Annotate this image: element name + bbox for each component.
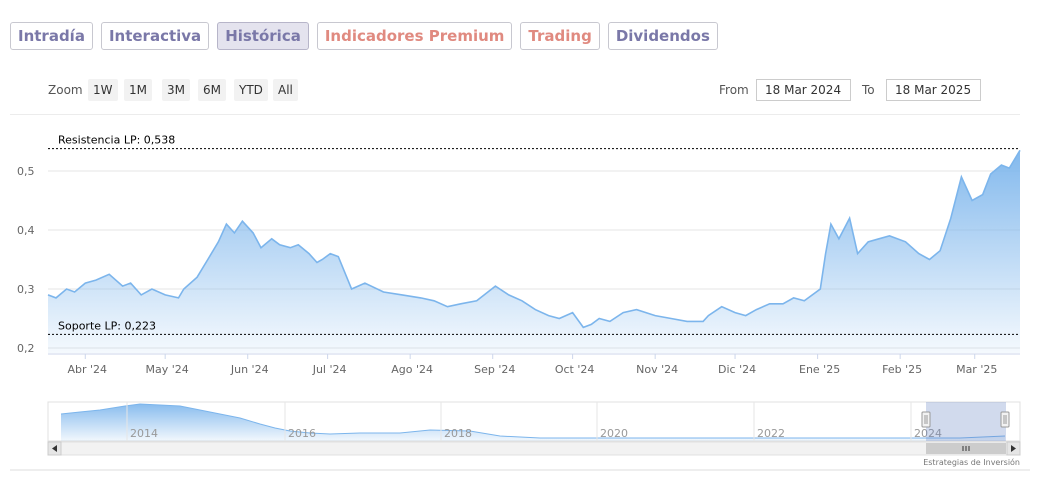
- x-tick-label: Ene '25: [799, 363, 840, 376]
- x-tick-label: Mar '25: [956, 363, 997, 376]
- navigator-right-handle[interactable]: [1000, 411, 1010, 428]
- scrollbar-grip-icon: [962, 446, 970, 451]
- scrollbar-track: [47, 441, 1021, 456]
- arrow-left-icon: [52, 445, 57, 452]
- x-tick-label: Sep '24: [474, 363, 515, 376]
- x-tick-label: Jul '24: [312, 363, 347, 376]
- zoom-6m-button[interactable]: 6M: [198, 79, 226, 101]
- tab-indicadores-premium[interactable]: Indicadores Premium: [316, 22, 513, 50]
- resistance-label: Resistencia LP: 0,538: [58, 134, 175, 147]
- y-tick-label: 0,5: [17, 165, 35, 178]
- tab-intrad-a[interactable]: Intradía: [10, 22, 93, 50]
- navigator-year-label: 2016: [288, 427, 316, 440]
- navigator-year-label: 2014: [130, 427, 158, 440]
- y-tick-label: 0,3: [17, 283, 35, 296]
- navigator-year-label: 2020: [600, 427, 628, 440]
- navigator-left-handle[interactable]: [921, 411, 931, 428]
- tab-trading[interactable]: Trading: [520, 22, 600, 50]
- tab-dividendos[interactable]: Dividendos: [607, 22, 718, 50]
- arrow-right-icon: [1011, 445, 1016, 452]
- to-label: To: [862, 83, 875, 97]
- x-tick-label: Oct '24: [555, 363, 595, 376]
- toolbar-divider: [10, 114, 1020, 115]
- x-tick-label: Abr '24: [68, 363, 108, 376]
- x-tick-label: Dic '24: [718, 363, 756, 376]
- from-label: From: [719, 83, 749, 97]
- navigator-selection: [926, 402, 1006, 441]
- zoom-1m-button[interactable]: 1M: [124, 79, 152, 101]
- from-date-input[interactable]: [756, 79, 851, 101]
- y-tick-label: 0,2: [17, 342, 35, 355]
- tab-hist-rica[interactable]: Histórica: [217, 22, 309, 50]
- x-tick-label: May '24: [146, 363, 189, 376]
- to-date-input[interactable]: [886, 79, 981, 101]
- navigator-line: [60, 403, 1006, 439]
- zoom-3m-button[interactable]: 3M: [162, 79, 190, 101]
- price-area: [48, 150, 1020, 353]
- price-line: [47, 149, 1021, 329]
- y-tick-label: 0,4: [17, 224, 35, 237]
- support-label: Soporte LP: 0,223: [58, 319, 156, 332]
- zoom-1w-button[interactable]: 1W: [88, 79, 118, 101]
- zoom-ytd-button[interactable]: YTD: [234, 79, 268, 101]
- zoom-label: Zoom: [48, 83, 83, 97]
- tab-bar: Intradía Interactiva Histórica Indicadores …: [10, 22, 718, 50]
- zoom-all-button[interactable]: All: [273, 79, 298, 101]
- x-tick-label: Nov '24: [636, 363, 678, 376]
- navigator-year-label: 2018: [444, 427, 472, 440]
- chart-credit[interactable]: Estrategias de Inversión: [923, 458, 1020, 467]
- x-tick-label: Feb '25: [882, 363, 922, 376]
- navigator-year-label: 2024: [914, 427, 942, 440]
- x-tick-label: Ago '24: [391, 363, 433, 376]
- navigator-year-label: 2022: [757, 427, 785, 440]
- x-tick-label: Jun '24: [230, 363, 269, 376]
- tab-interactiva[interactable]: Interactiva: [100, 22, 210, 50]
